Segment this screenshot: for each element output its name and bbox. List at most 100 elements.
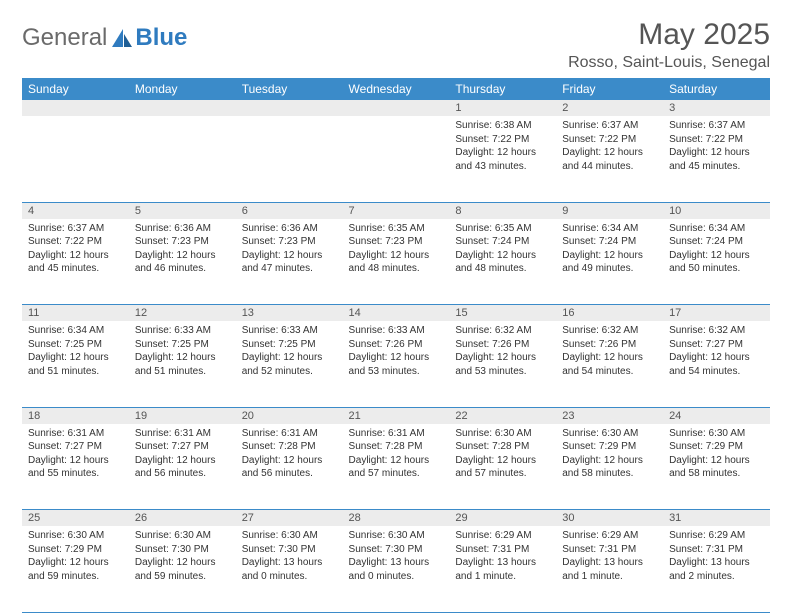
- sunrise-text: Sunrise: 6:30 AM: [135, 529, 230, 543]
- sunrise-text: Sunrise: 6:36 AM: [242, 222, 337, 236]
- day-cell: Sunrise: 6:29 AMSunset: 7:31 PMDaylight:…: [556, 526, 663, 612]
- sunrise-text: Sunrise: 6:32 AM: [562, 324, 657, 338]
- day-cell: Sunrise: 6:33 AMSunset: 7:26 PMDaylight:…: [343, 321, 450, 407]
- sunrise-text: Sunrise: 6:30 AM: [562, 427, 657, 441]
- sunset-text: Sunset: 7:27 PM: [28, 440, 123, 454]
- day-number: 23: [556, 407, 663, 424]
- sunrise-text: Sunrise: 6:30 AM: [455, 427, 550, 441]
- day-cell: Sunrise: 6:31 AMSunset: 7:27 PMDaylight:…: [129, 424, 236, 510]
- daylight-text: Daylight: 12 hours and 52 minutes.: [242, 351, 337, 378]
- sunset-text: Sunset: 7:24 PM: [562, 235, 657, 249]
- sunset-text: Sunset: 7:30 PM: [135, 543, 230, 557]
- day-number: 8: [449, 202, 556, 219]
- day-number: [236, 100, 343, 116]
- daylight-text: Daylight: 13 hours and 1 minute.: [455, 556, 550, 583]
- sunrise-text: Sunrise: 6:37 AM: [669, 119, 764, 133]
- weekday-header: Monday: [129, 78, 236, 100]
- day-number: 27: [236, 510, 343, 527]
- sunrise-text: Sunrise: 6:34 AM: [669, 222, 764, 236]
- daylight-text: Daylight: 12 hours and 57 minutes.: [455, 454, 550, 481]
- day-cell: Sunrise: 6:37 AMSunset: 7:22 PMDaylight:…: [663, 116, 770, 202]
- sunrise-text: Sunrise: 6:31 AM: [135, 427, 230, 441]
- sunset-text: Sunset: 7:28 PM: [349, 440, 444, 454]
- day-number: 17: [663, 305, 770, 322]
- day-content-row: Sunrise: 6:30 AMSunset: 7:29 PMDaylight:…: [22, 526, 770, 612]
- day-cell: Sunrise: 6:32 AMSunset: 7:26 PMDaylight:…: [556, 321, 663, 407]
- sunset-text: Sunset: 7:28 PM: [455, 440, 550, 454]
- sunrise-text: Sunrise: 6:33 AM: [242, 324, 337, 338]
- sunset-text: Sunset: 7:31 PM: [669, 543, 764, 557]
- sunset-text: Sunset: 7:31 PM: [455, 543, 550, 557]
- logo-sail-icon: [111, 28, 133, 48]
- sunrise-text: Sunrise: 6:37 AM: [562, 119, 657, 133]
- day-content-row: Sunrise: 6:37 AMSunset: 7:22 PMDaylight:…: [22, 219, 770, 305]
- day-number: 26: [129, 510, 236, 527]
- day-cell: Sunrise: 6:33 AMSunset: 7:25 PMDaylight:…: [129, 321, 236, 407]
- sunrise-text: Sunrise: 6:30 AM: [669, 427, 764, 441]
- day-cell: [343, 116, 450, 202]
- day-number-row: 45678910: [22, 202, 770, 219]
- day-cell: Sunrise: 6:29 AMSunset: 7:31 PMDaylight:…: [663, 526, 770, 612]
- daylight-text: Daylight: 12 hours and 43 minutes.: [455, 146, 550, 173]
- daylight-text: Daylight: 12 hours and 44 minutes.: [562, 146, 657, 173]
- weekday-header: Friday: [556, 78, 663, 100]
- day-cell: Sunrise: 6:31 AMSunset: 7:28 PMDaylight:…: [343, 424, 450, 510]
- day-content-row: Sunrise: 6:31 AMSunset: 7:27 PMDaylight:…: [22, 424, 770, 510]
- sunset-text: Sunset: 7:24 PM: [669, 235, 764, 249]
- day-cell: Sunrise: 6:33 AMSunset: 7:25 PMDaylight:…: [236, 321, 343, 407]
- day-cell: Sunrise: 6:35 AMSunset: 7:24 PMDaylight:…: [449, 219, 556, 305]
- day-number-row: 25262728293031: [22, 510, 770, 527]
- sunset-text: Sunset: 7:23 PM: [135, 235, 230, 249]
- sunrise-text: Sunrise: 6:31 AM: [28, 427, 123, 441]
- sunrise-text: Sunrise: 6:30 AM: [242, 529, 337, 543]
- daylight-text: Daylight: 12 hours and 49 minutes.: [562, 249, 657, 276]
- sunrise-text: Sunrise: 6:35 AM: [349, 222, 444, 236]
- day-cell: Sunrise: 6:31 AMSunset: 7:27 PMDaylight:…: [22, 424, 129, 510]
- daylight-text: Daylight: 12 hours and 57 minutes.: [349, 454, 444, 481]
- day-content-row: Sunrise: 6:38 AMSunset: 7:22 PMDaylight:…: [22, 116, 770, 202]
- day-number: 11: [22, 305, 129, 322]
- calendar-table: SundayMondayTuesdayWednesdayThursdayFrid…: [22, 78, 770, 613]
- sunset-text: Sunset: 7:30 PM: [349, 543, 444, 557]
- logo-text-2: Blue: [135, 24, 187, 52]
- sunrise-text: Sunrise: 6:29 AM: [669, 529, 764, 543]
- daylight-text: Daylight: 12 hours and 51 minutes.: [135, 351, 230, 378]
- sunset-text: Sunset: 7:27 PM: [669, 338, 764, 352]
- daylight-text: Daylight: 12 hours and 51 minutes.: [28, 351, 123, 378]
- sunrise-text: Sunrise: 6:32 AM: [455, 324, 550, 338]
- day-number: 19: [129, 407, 236, 424]
- day-number: 12: [129, 305, 236, 322]
- sunrise-text: Sunrise: 6:31 AM: [349, 427, 444, 441]
- day-number: 15: [449, 305, 556, 322]
- day-number: [343, 100, 450, 116]
- sunrise-text: Sunrise: 6:32 AM: [669, 324, 764, 338]
- sunset-text: Sunset: 7:24 PM: [455, 235, 550, 249]
- day-cell: [129, 116, 236, 202]
- day-cell: Sunrise: 6:34 AMSunset: 7:25 PMDaylight:…: [22, 321, 129, 407]
- sunset-text: Sunset: 7:22 PM: [562, 133, 657, 147]
- sunrise-text: Sunrise: 6:29 AM: [455, 529, 550, 543]
- sunset-text: Sunset: 7:23 PM: [349, 235, 444, 249]
- day-number: 5: [129, 202, 236, 219]
- location: Rosso, Saint-Louis, Senegal: [568, 54, 770, 72]
- daylight-text: Daylight: 12 hours and 59 minutes.: [28, 556, 123, 583]
- day-cell: Sunrise: 6:30 AMSunset: 7:30 PMDaylight:…: [129, 526, 236, 612]
- sunrise-text: Sunrise: 6:29 AM: [562, 529, 657, 543]
- day-cell: Sunrise: 6:30 AMSunset: 7:28 PMDaylight:…: [449, 424, 556, 510]
- daylight-text: Daylight: 12 hours and 59 minutes.: [135, 556, 230, 583]
- weekday-header-row: SundayMondayTuesdayWednesdayThursdayFrid…: [22, 78, 770, 100]
- daylight-text: Daylight: 12 hours and 50 minutes.: [669, 249, 764, 276]
- day-cell: [236, 116, 343, 202]
- sunset-text: Sunset: 7:26 PM: [562, 338, 657, 352]
- weekday-header: Tuesday: [236, 78, 343, 100]
- day-number: 2: [556, 100, 663, 116]
- daylight-text: Daylight: 12 hours and 46 minutes.: [135, 249, 230, 276]
- day-cell: Sunrise: 6:36 AMSunset: 7:23 PMDaylight:…: [236, 219, 343, 305]
- sunset-text: Sunset: 7:29 PM: [562, 440, 657, 454]
- sunrise-text: Sunrise: 6:33 AM: [349, 324, 444, 338]
- title-block: May 2025 Rosso, Saint-Louis, Senegal: [568, 18, 770, 72]
- day-number: 22: [449, 407, 556, 424]
- sunset-text: Sunset: 7:29 PM: [28, 543, 123, 557]
- daylight-text: Daylight: 12 hours and 47 minutes.: [242, 249, 337, 276]
- day-number: 30: [556, 510, 663, 527]
